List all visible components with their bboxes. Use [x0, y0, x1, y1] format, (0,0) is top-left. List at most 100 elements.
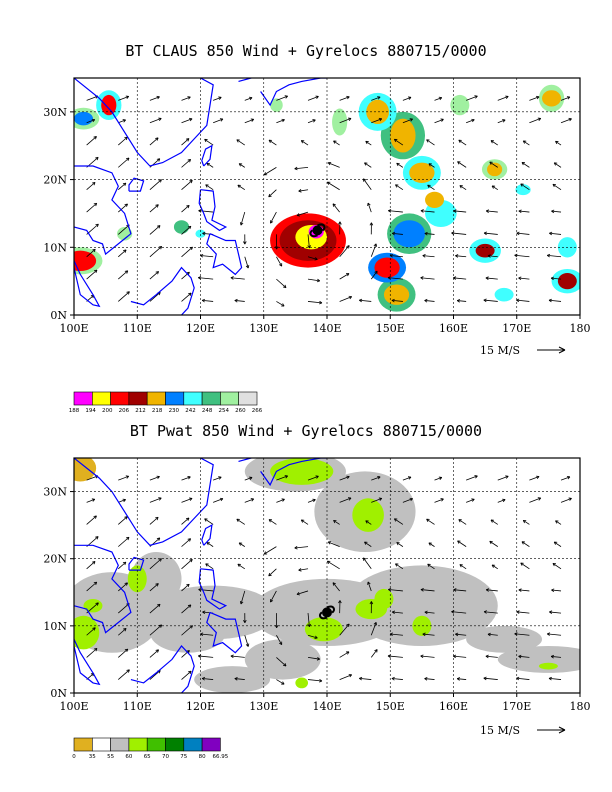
top-wind-arrowhead — [536, 95, 540, 100]
bottom-wind-arrowhead — [440, 498, 444, 502]
top-wind-arrow — [234, 300, 245, 302]
bottom-wind-arrow — [294, 546, 309, 549]
bottom-contour-blob — [194, 666, 271, 693]
bottom-wind-arrow — [238, 542, 245, 547]
top-wind-arrowhead — [457, 161, 461, 165]
bottom-wind-arrowhead — [202, 610, 206, 615]
bottom-wind-arrow — [118, 536, 130, 547]
bottom-wind-arrow — [234, 678, 245, 680]
bottom-colorbar-label: 0 — [72, 754, 76, 760]
bottom-coastline — [206, 611, 243, 654]
top-wind-arrowhead — [125, 157, 130, 161]
bottom-wind-arrow — [486, 589, 498, 592]
bottom-coastline — [201, 524, 213, 546]
top-wind-arrowhead — [346, 95, 350, 100]
bottom-wind-arrowhead — [420, 654, 424, 659]
top-wind-arrowhead — [388, 209, 392, 213]
top-wind-arrow — [365, 140, 372, 146]
bottom-wind-arrowhead — [124, 582, 128, 586]
bottom-wind-arrow — [339, 674, 352, 680]
bottom-wind-arrow — [427, 563, 435, 570]
top-wind-arrow — [333, 140, 340, 146]
top-coastline — [206, 233, 243, 276]
bottom-wind-arrow — [230, 655, 245, 658]
top-wind-arrowhead — [238, 163, 243, 167]
bottom-contour-blob — [149, 612, 226, 653]
bottom-wind-arrow — [149, 516, 159, 525]
top-wind-arrow — [402, 118, 413, 124]
top-contour-blob — [409, 162, 435, 183]
top-wind-arrow — [420, 277, 435, 280]
top-wind-arrowhead — [396, 162, 400, 167]
top-wind-arrowhead — [520, 183, 524, 187]
top-wind-arrow — [181, 292, 192, 302]
top-wind-arrowhead — [158, 117, 162, 121]
top-wind-arrow — [367, 202, 372, 213]
top-wind-arrow — [213, 96, 222, 101]
bottom-wind-arrow — [268, 568, 277, 577]
top-contour-blob — [383, 284, 410, 305]
top-wind-arrow — [276, 278, 287, 289]
bottom-wind-arrowhead — [568, 497, 572, 501]
bottom-lon-tick-label: 150E — [376, 700, 405, 713]
top-wind-arrow — [301, 140, 309, 146]
bottom-vector-scale-label: 15 M/S — [480, 724, 520, 737]
bottom-wind-arrow — [388, 589, 403, 592]
bottom-wind-arrow — [529, 476, 540, 481]
top-contour-blob — [557, 273, 577, 290]
bottom-wind-arrow — [198, 655, 214, 658]
top-lat-tick-label: 20N — [43, 174, 67, 187]
top-wind-arrow — [424, 300, 435, 302]
top-wind-arrowhead — [345, 273, 350, 277]
bottom-contour-blob — [270, 458, 334, 485]
top-wind-arrowhead — [95, 223, 99, 228]
top-wind-arrow — [238, 163, 245, 168]
top-colorbar-label: 260 — [235, 408, 246, 414]
bottom-wind-arrowhead — [186, 583, 190, 588]
top-wind-arrow — [181, 118, 193, 124]
bottom-wind-arrowhead — [428, 542, 432, 546]
top-wind-arrowhead — [346, 245, 350, 249]
bottom-wind-arrow — [118, 475, 129, 481]
top-wind-arrowhead — [314, 257, 318, 261]
bottom-colorbar-label: 55 — [107, 754, 114, 760]
bottom-lat-tick-label: 20N — [43, 553, 67, 566]
top-lat-tick-label: 10N — [43, 241, 67, 254]
top-wind-arrowhead — [122, 119, 126, 123]
top-wind-arrowhead — [327, 161, 332, 166]
bottom-wind-arrowhead — [426, 518, 430, 522]
top-wind-arrowhead — [158, 179, 162, 183]
top-colorbar: 188 194 200 206 212 218 230 242 248 254 260 266 — [69, 391, 263, 414]
bottom-lon-tick-label: 180 — [570, 700, 591, 713]
top-wind-arrowhead — [250, 118, 255, 122]
bottom-wind-arrowhead — [158, 497, 162, 501]
top-wind-arrowhead — [453, 209, 457, 213]
bottom-wind-arrow — [118, 561, 127, 570]
top-wind-arrowhead — [391, 231, 396, 236]
top-wind-arrow — [451, 232, 467, 235]
top-wind-arrowhead — [282, 284, 287, 289]
top-wind-arrow — [551, 210, 562, 213]
bottom-wind-arrow — [86, 627, 96, 636]
top-wind-arrow — [497, 119, 506, 124]
bottom-wind-arrow — [276, 657, 287, 667]
top-wind-arrow — [244, 118, 254, 124]
top-wind-arrow — [485, 277, 498, 280]
top-colorbar-swatch — [128, 391, 148, 406]
bottom-wind-arrow — [424, 611, 435, 614]
bottom-wind-arrow — [364, 541, 372, 547]
bottom-wind-arrow — [392, 611, 403, 614]
top-wind-arrowhead — [566, 96, 571, 100]
top-gyre-symbol — [309, 223, 326, 238]
top-wind-arrowhead — [123, 249, 127, 253]
top-wind-arrow — [489, 161, 498, 168]
bottom-wind-arrow — [560, 497, 572, 503]
top-wind-arrow — [434, 118, 444, 124]
top-wind-arrow — [339, 296, 352, 302]
bottom-wind-arrowhead — [459, 564, 463, 568]
bottom-wind-arrowhead — [158, 558, 162, 562]
bottom-wind-arrow — [181, 670, 192, 680]
top-contour-blob — [390, 118, 416, 153]
top-wind-arrow — [548, 299, 562, 302]
top-wind-arrowhead — [420, 276, 424, 280]
